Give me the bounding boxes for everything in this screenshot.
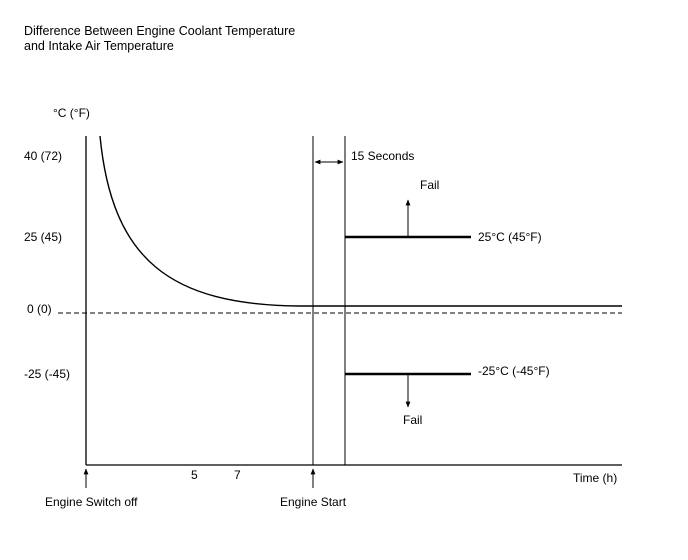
- title-line-1: Difference Between Engine Coolant Temper…: [24, 24, 296, 38]
- lower-threshold-label: -25°C (-45°F): [478, 364, 550, 378]
- upper-fail-label: Fail: [420, 178, 439, 192]
- diagram-title: Difference Between Engine Coolant Temper…: [24, 24, 295, 54]
- y-tick-label-0: 0 (0): [27, 302, 52, 316]
- interval-label: 15 Seconds: [351, 149, 414, 163]
- y-axis-unit-label: °C (°F): [53, 106, 90, 120]
- y-tick-label-minus-25: -25 (-45): [24, 367, 70, 381]
- y-tick-label-25: 25 (45): [24, 230, 62, 244]
- temperature-difference-curve: [99, 135, 622, 307]
- upper-threshold-label: 25°C (45°F): [478, 230, 542, 244]
- x-tick-label-5: 5: [191, 468, 198, 482]
- lower-fail-label: Fail: [403, 413, 422, 427]
- x-axis-unit-label: Time (h): [573, 471, 617, 485]
- engine-switch-off-label: Engine Switch off: [45, 495, 138, 509]
- title-line-2: and Intake Air Temperature: [24, 39, 174, 53]
- engine-start-label: Engine Start: [280, 495, 347, 509]
- x-tick-label-7: 7: [234, 468, 241, 482]
- y-tick-label-40: 40 (72): [24, 149, 62, 163]
